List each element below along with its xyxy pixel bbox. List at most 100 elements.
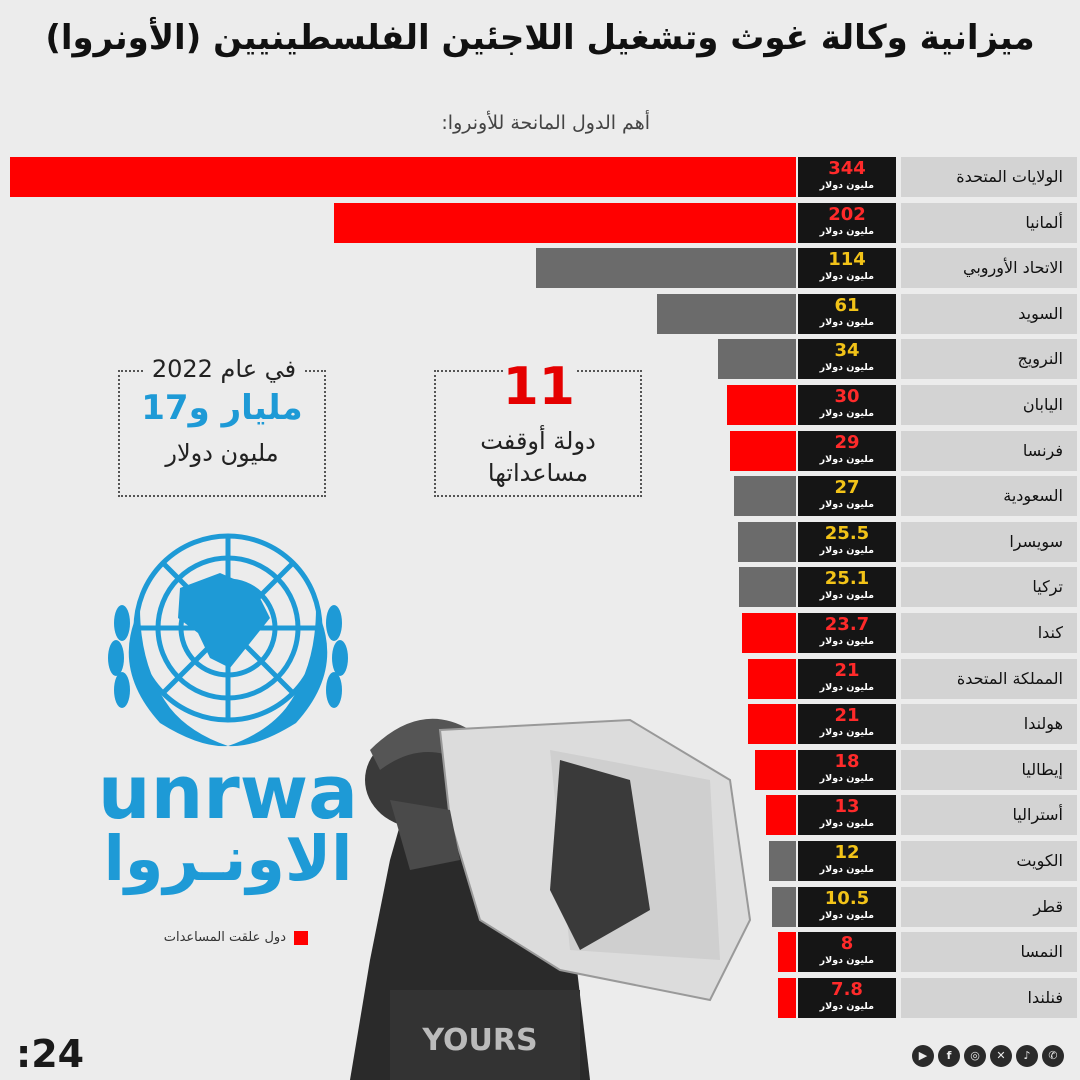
value-box-17: 8 مليون دولار [798, 932, 896, 972]
bar-11 [748, 659, 796, 699]
bar-14 [766, 795, 796, 835]
value-box-6: 29 مليون دولار [798, 431, 896, 471]
x-icon[interactable]: ✕ [990, 1045, 1012, 1067]
unit-label-15: مليون دولار [819, 864, 874, 875]
bar-10 [742, 613, 796, 653]
value-label-15: 12 [834, 842, 860, 863]
unit-label-8: مليون دولار [819, 545, 874, 556]
suspended-count: 11 [502, 357, 575, 417]
page-title: ميزانية وكالة غوث وتشغيل اللاجئين الفلسط… [45, 18, 1035, 58]
value-box-0: 344 مليون دولار [798, 157, 896, 197]
value-box-18: 7.8 مليون دولار [798, 978, 896, 1018]
value-label-4: 34 [834, 340, 860, 361]
unit-label-5: مليون دولار [819, 408, 874, 419]
worker-photo: YOURS [350, 718, 752, 1080]
category-label-7: السعودية [901, 476, 1077, 516]
value-label-10: 23.7 [824, 614, 870, 635]
category-label-16: قطر [901, 887, 1077, 927]
unit-label-14: مليون دولار [819, 818, 874, 829]
bar-3 [657, 294, 796, 334]
value-label-6: 29 [834, 432, 860, 453]
unit-label-12: مليون دولار [819, 727, 874, 738]
legend-swatch [294, 930, 308, 945]
unit-label-13: مليون دولار [819, 773, 874, 784]
budget-stat-box: في عام 2022 مليار و17 مليون دولار [118, 354, 326, 497]
bar-8 [738, 522, 796, 562]
value-label-16: 10.5 [824, 888, 870, 909]
unit-label-18: مليون دولار [819, 1001, 874, 1012]
value-box-14: 13 مليون دولار [798, 795, 896, 835]
category-label-0: الولايات المتحدة [901, 157, 1077, 197]
bar-6 [730, 431, 796, 471]
value-box-7: 27 مليون دولار [798, 476, 896, 516]
category-label-15: الكويت [901, 841, 1077, 881]
value-label-11: 21 [834, 660, 860, 681]
unit-label-17: مليون دولار [819, 955, 874, 966]
value-label-3: 61 [834, 295, 860, 316]
value-box-10: 23.7 مليون دولار [798, 613, 896, 653]
value-box-13: 18 مليون دولار [798, 750, 896, 790]
logo-latin: unrwa [98, 750, 358, 836]
social-icons: ▶ f ◎ ✕ ♪ ✆ [912, 1045, 1068, 1071]
youtube-icon[interactable]: ▶ [912, 1045, 934, 1067]
bar-15 [769, 841, 796, 881]
bar-5 [727, 385, 796, 425]
legend: دول علقت المساعدات [148, 930, 308, 945]
unit-label-1: مليون دولار [819, 226, 874, 237]
category-label-10: كندا [901, 613, 1077, 653]
unit-label-11: مليون دولار [819, 682, 874, 693]
unit-label-2: مليون دولار [819, 271, 874, 282]
unrwa-logo: unrwa الاونـروا [98, 533, 358, 895]
value-box-15: 12 مليون دولار [798, 841, 896, 881]
value-box-5: 30 مليون دولار [798, 385, 896, 425]
budget-amount: مليار و17 [141, 388, 303, 428]
bar-9 [739, 567, 796, 607]
value-box-11: 21 مليون دولار [798, 659, 896, 699]
unit-label-9: مليون دولار [819, 590, 874, 601]
value-label-17: 8 [840, 933, 854, 954]
value-label-12: 21 [834, 705, 860, 726]
bar-16 [772, 887, 796, 927]
category-label-18: فنلندا [901, 978, 1077, 1018]
suspended-line1: دولة أوقفت [480, 427, 596, 455]
budget-unit: مليون دولار [165, 439, 279, 467]
unit-label-6: مليون دولار [819, 454, 874, 465]
unit-label-3: مليون دولار [819, 317, 874, 328]
category-label-2: الاتحاد الأوروبي [901, 248, 1077, 288]
instagram-icon[interactable]: ◎ [964, 1045, 986, 1067]
bar-2 [536, 248, 796, 288]
category-label-12: هولندا [901, 704, 1077, 744]
budget-year: في عام 2022 [144, 354, 304, 384]
bar-4 [718, 339, 796, 379]
facebook-icon[interactable]: f [938, 1045, 960, 1067]
category-label-3: السويد [901, 294, 1077, 334]
legend-label: دول علقت المساعدات [163, 930, 286, 945]
value-box-3: 61 مليون دولار [798, 294, 896, 334]
value-label-2: 114 [828, 249, 866, 270]
value-box-9: 25.1 مليون دولار [798, 567, 896, 607]
unit-label-4: مليون دولار [819, 362, 874, 373]
logo-arabic: الاونـروا [104, 822, 353, 895]
bar-18 [778, 978, 796, 1018]
tiktok-icon[interactable]: ♪ [1016, 1045, 1038, 1067]
bar-7 [734, 476, 796, 516]
bar-0 [10, 157, 796, 197]
value-box-12: 21 مليون دولار [798, 704, 896, 744]
bar-1 [334, 203, 796, 243]
value-label-8: 25.5 [824, 523, 870, 544]
value-box-2: 114 مليون دولار [798, 248, 896, 288]
category-label-14: أستراليا [901, 795, 1077, 835]
category-label-8: سويسرا [901, 522, 1077, 562]
value-label-14: 13 [834, 796, 860, 817]
unit-label-7: مليون دولار [819, 499, 874, 510]
suspended-line2: مساعداتها [487, 459, 589, 487]
category-label-4: النرويج [901, 339, 1077, 379]
value-label-9: 25.1 [824, 568, 870, 589]
value-box-16: 10.5 مليون دولار [798, 887, 896, 927]
category-label-17: النمسا [901, 932, 1077, 972]
value-label-0: 344 [828, 158, 866, 179]
value-label-18: 7.8 [831, 979, 863, 1000]
unit-label-16: مليون دولار [819, 910, 874, 921]
whatsapp-icon[interactable]: ✆ [1042, 1045, 1064, 1067]
